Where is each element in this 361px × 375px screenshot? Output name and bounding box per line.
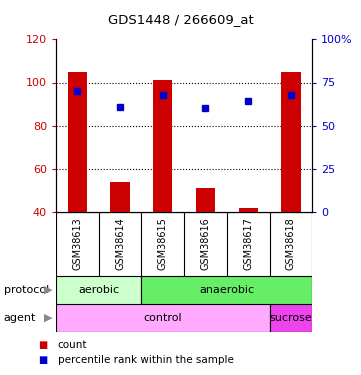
Text: GSM38617: GSM38617 — [243, 217, 253, 270]
Text: control: control — [143, 313, 182, 323]
Bar — [142, 276, 312, 304]
Text: ▶: ▶ — [44, 313, 52, 323]
Text: percentile rank within the sample: percentile rank within the sample — [58, 355, 234, 365]
Bar — [239, 208, 258, 212]
Bar — [281, 72, 300, 212]
Text: ▶: ▶ — [44, 285, 52, 295]
Text: GSM38615: GSM38615 — [158, 217, 168, 270]
Text: anaerobic: anaerobic — [199, 285, 255, 295]
Text: sucrose: sucrose — [270, 313, 312, 323]
Bar — [56, 276, 142, 304]
Text: ■: ■ — [38, 340, 47, 350]
Text: aerobic: aerobic — [78, 285, 119, 295]
Text: GSM38618: GSM38618 — [286, 217, 296, 270]
Text: count: count — [58, 340, 87, 350]
Text: ■: ■ — [38, 355, 47, 365]
Bar — [196, 188, 215, 212]
Text: protocol: protocol — [4, 285, 49, 295]
Bar — [110, 182, 130, 212]
Bar — [68, 72, 87, 212]
Text: GSM38616: GSM38616 — [200, 217, 210, 270]
Text: GDS1448 / 266609_at: GDS1448 / 266609_at — [108, 13, 253, 26]
Bar — [56, 304, 270, 332]
Text: GSM38613: GSM38613 — [72, 217, 82, 270]
Text: GSM38614: GSM38614 — [115, 217, 125, 270]
Text: agent: agent — [4, 313, 36, 323]
Bar — [270, 304, 312, 332]
Bar — [153, 80, 172, 212]
